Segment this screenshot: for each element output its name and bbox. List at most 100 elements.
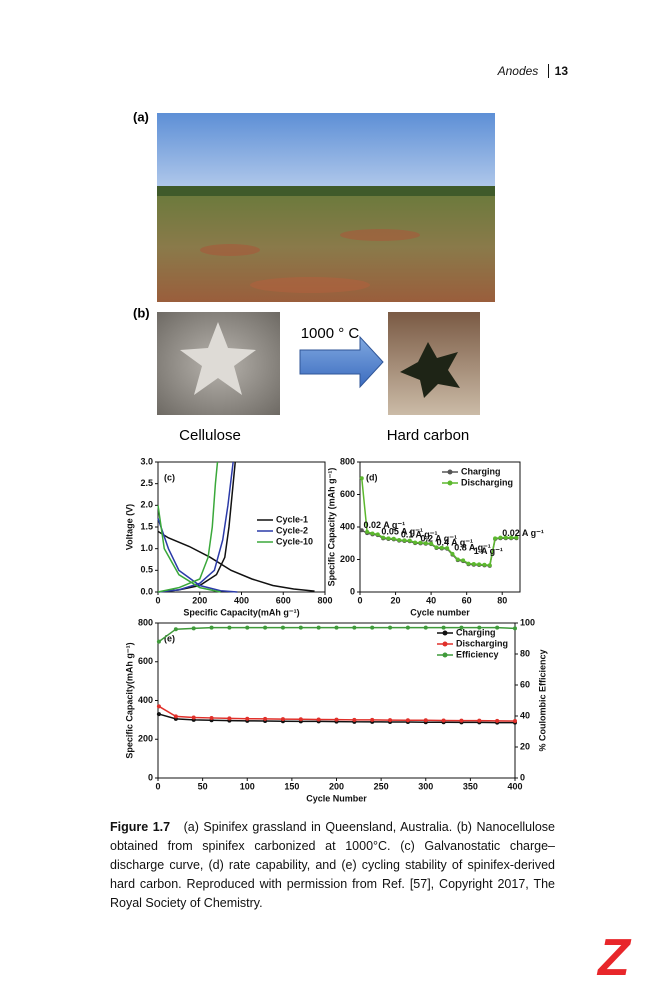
data-point xyxy=(477,718,482,723)
x-tick-label: 0 xyxy=(155,595,160,605)
x-tick-label: 200 xyxy=(192,595,207,605)
legend-label: Efficiency xyxy=(456,649,499,659)
annotation: 0.4 A g⁻¹ xyxy=(436,538,473,548)
y-tick-label: 400 xyxy=(138,695,153,705)
x-tick-label: 50 xyxy=(198,781,208,791)
panel-label: (a) xyxy=(133,109,149,124)
data-point xyxy=(423,625,428,630)
data-point xyxy=(352,717,357,722)
data-point xyxy=(405,625,410,630)
x-tick-label: 350 xyxy=(463,781,478,791)
y-axis-label: Specific Capacity (mAh g⁻¹) xyxy=(326,468,336,587)
y-axis-label: Voltage (V) xyxy=(124,504,134,550)
x-tick-label: 40 xyxy=(426,595,436,605)
annotation: 1 A g⁻¹ xyxy=(474,546,503,556)
data-point xyxy=(441,718,446,723)
x-axis-label: Specific Capacity(mAh g⁻¹) xyxy=(183,607,299,617)
x-tick-label: 150 xyxy=(284,781,299,791)
annotation: 0.2 A g⁻¹ xyxy=(420,534,457,544)
series-line xyxy=(157,461,238,593)
y-tick-label: 2.0 xyxy=(140,500,153,510)
y2-tick-label: 80 xyxy=(520,648,530,658)
panel-label: (d) xyxy=(366,472,378,482)
y-tick-label: 200 xyxy=(340,554,355,564)
panel-label: (b) xyxy=(133,305,150,320)
data-point xyxy=(455,557,460,562)
arrow xyxy=(299,335,384,389)
x-axis-label: Cycle Number xyxy=(306,793,367,803)
data-point xyxy=(397,538,402,542)
data-point xyxy=(423,718,428,723)
data-point xyxy=(498,535,503,540)
y-tick-label: 0.5 xyxy=(140,565,153,575)
legend-label: Charging xyxy=(461,466,501,476)
data-point xyxy=(209,715,214,720)
legend-label: Charging xyxy=(456,627,496,637)
y-tick-label: 600 xyxy=(340,489,355,499)
x-tick-label: 300 xyxy=(418,781,433,791)
data-point xyxy=(156,704,161,709)
x-tick-label: 100 xyxy=(240,781,255,791)
data-point xyxy=(359,476,364,481)
arrow-label: 1000 ° C xyxy=(301,325,360,342)
series-line xyxy=(157,461,221,593)
y2-tick-label: 20 xyxy=(520,741,530,751)
data-point xyxy=(405,718,410,723)
legend-label: Cycle-1 xyxy=(276,514,308,524)
x-tick-label: 20 xyxy=(391,595,401,605)
cellulose-photo xyxy=(157,312,280,415)
legend-marker xyxy=(447,469,453,475)
y2-tick-label: 100 xyxy=(520,617,535,627)
y-tick-label: 400 xyxy=(340,521,355,531)
grassland-photo xyxy=(157,113,495,302)
hard-carbon-photo xyxy=(388,312,480,415)
y2-axis-label: % Coulombic Efficiency xyxy=(537,649,547,751)
y-tick-label: 3.0 xyxy=(140,456,153,466)
data-point xyxy=(280,625,285,630)
y-tick-label: 0.0 xyxy=(140,586,153,596)
y2-tick-label: 60 xyxy=(520,679,530,689)
data-point xyxy=(352,625,357,630)
data-point xyxy=(513,626,517,631)
x-tick-label: 250 xyxy=(374,781,389,791)
data-point xyxy=(441,625,446,630)
data-point xyxy=(459,625,464,630)
data-point xyxy=(413,540,418,545)
x-tick-label: 400 xyxy=(234,595,249,605)
legend-marker xyxy=(442,630,448,636)
y-tick-label: 0 xyxy=(148,772,153,782)
legend-marker xyxy=(442,641,448,647)
data-point xyxy=(487,563,492,568)
data-point xyxy=(227,625,232,630)
data-point xyxy=(209,625,214,630)
data-point xyxy=(477,562,482,567)
data-point xyxy=(191,715,196,720)
data-point xyxy=(418,540,423,545)
data-point xyxy=(227,716,232,721)
data-point xyxy=(316,625,321,630)
figure: (a) (b) 1000 ° C Cellulose Hard carbon 0… xyxy=(124,109,547,803)
x-tick-label: 400 xyxy=(507,781,522,791)
photo-label: Hard carbon xyxy=(387,427,470,444)
annotation: 0.02 A g⁻¹ xyxy=(364,520,406,530)
y-tick-label: 0 xyxy=(350,586,355,596)
x-tick-label: 0 xyxy=(357,595,362,605)
caption-text: (a) Spinifex grassland in Queensland, Au… xyxy=(110,820,556,910)
data-point xyxy=(359,528,364,533)
y-axis-label: Specific Capacity(mAh g⁻¹) xyxy=(124,642,134,758)
caption-label: Figure 1.7 xyxy=(110,820,171,834)
x-tick-label: 800 xyxy=(317,595,332,605)
data-point xyxy=(503,535,508,540)
data-point xyxy=(263,625,268,630)
data-point xyxy=(334,625,339,630)
data-point xyxy=(370,717,375,722)
data-point xyxy=(509,535,514,540)
data-point xyxy=(423,541,428,546)
panel-label: (c) xyxy=(164,472,175,482)
annotation: 0.1 A g⁻¹ xyxy=(401,530,438,540)
data-point xyxy=(388,718,393,723)
y-tick-label: 1.5 xyxy=(140,521,153,531)
data-point xyxy=(245,625,250,630)
data-point xyxy=(280,717,285,722)
